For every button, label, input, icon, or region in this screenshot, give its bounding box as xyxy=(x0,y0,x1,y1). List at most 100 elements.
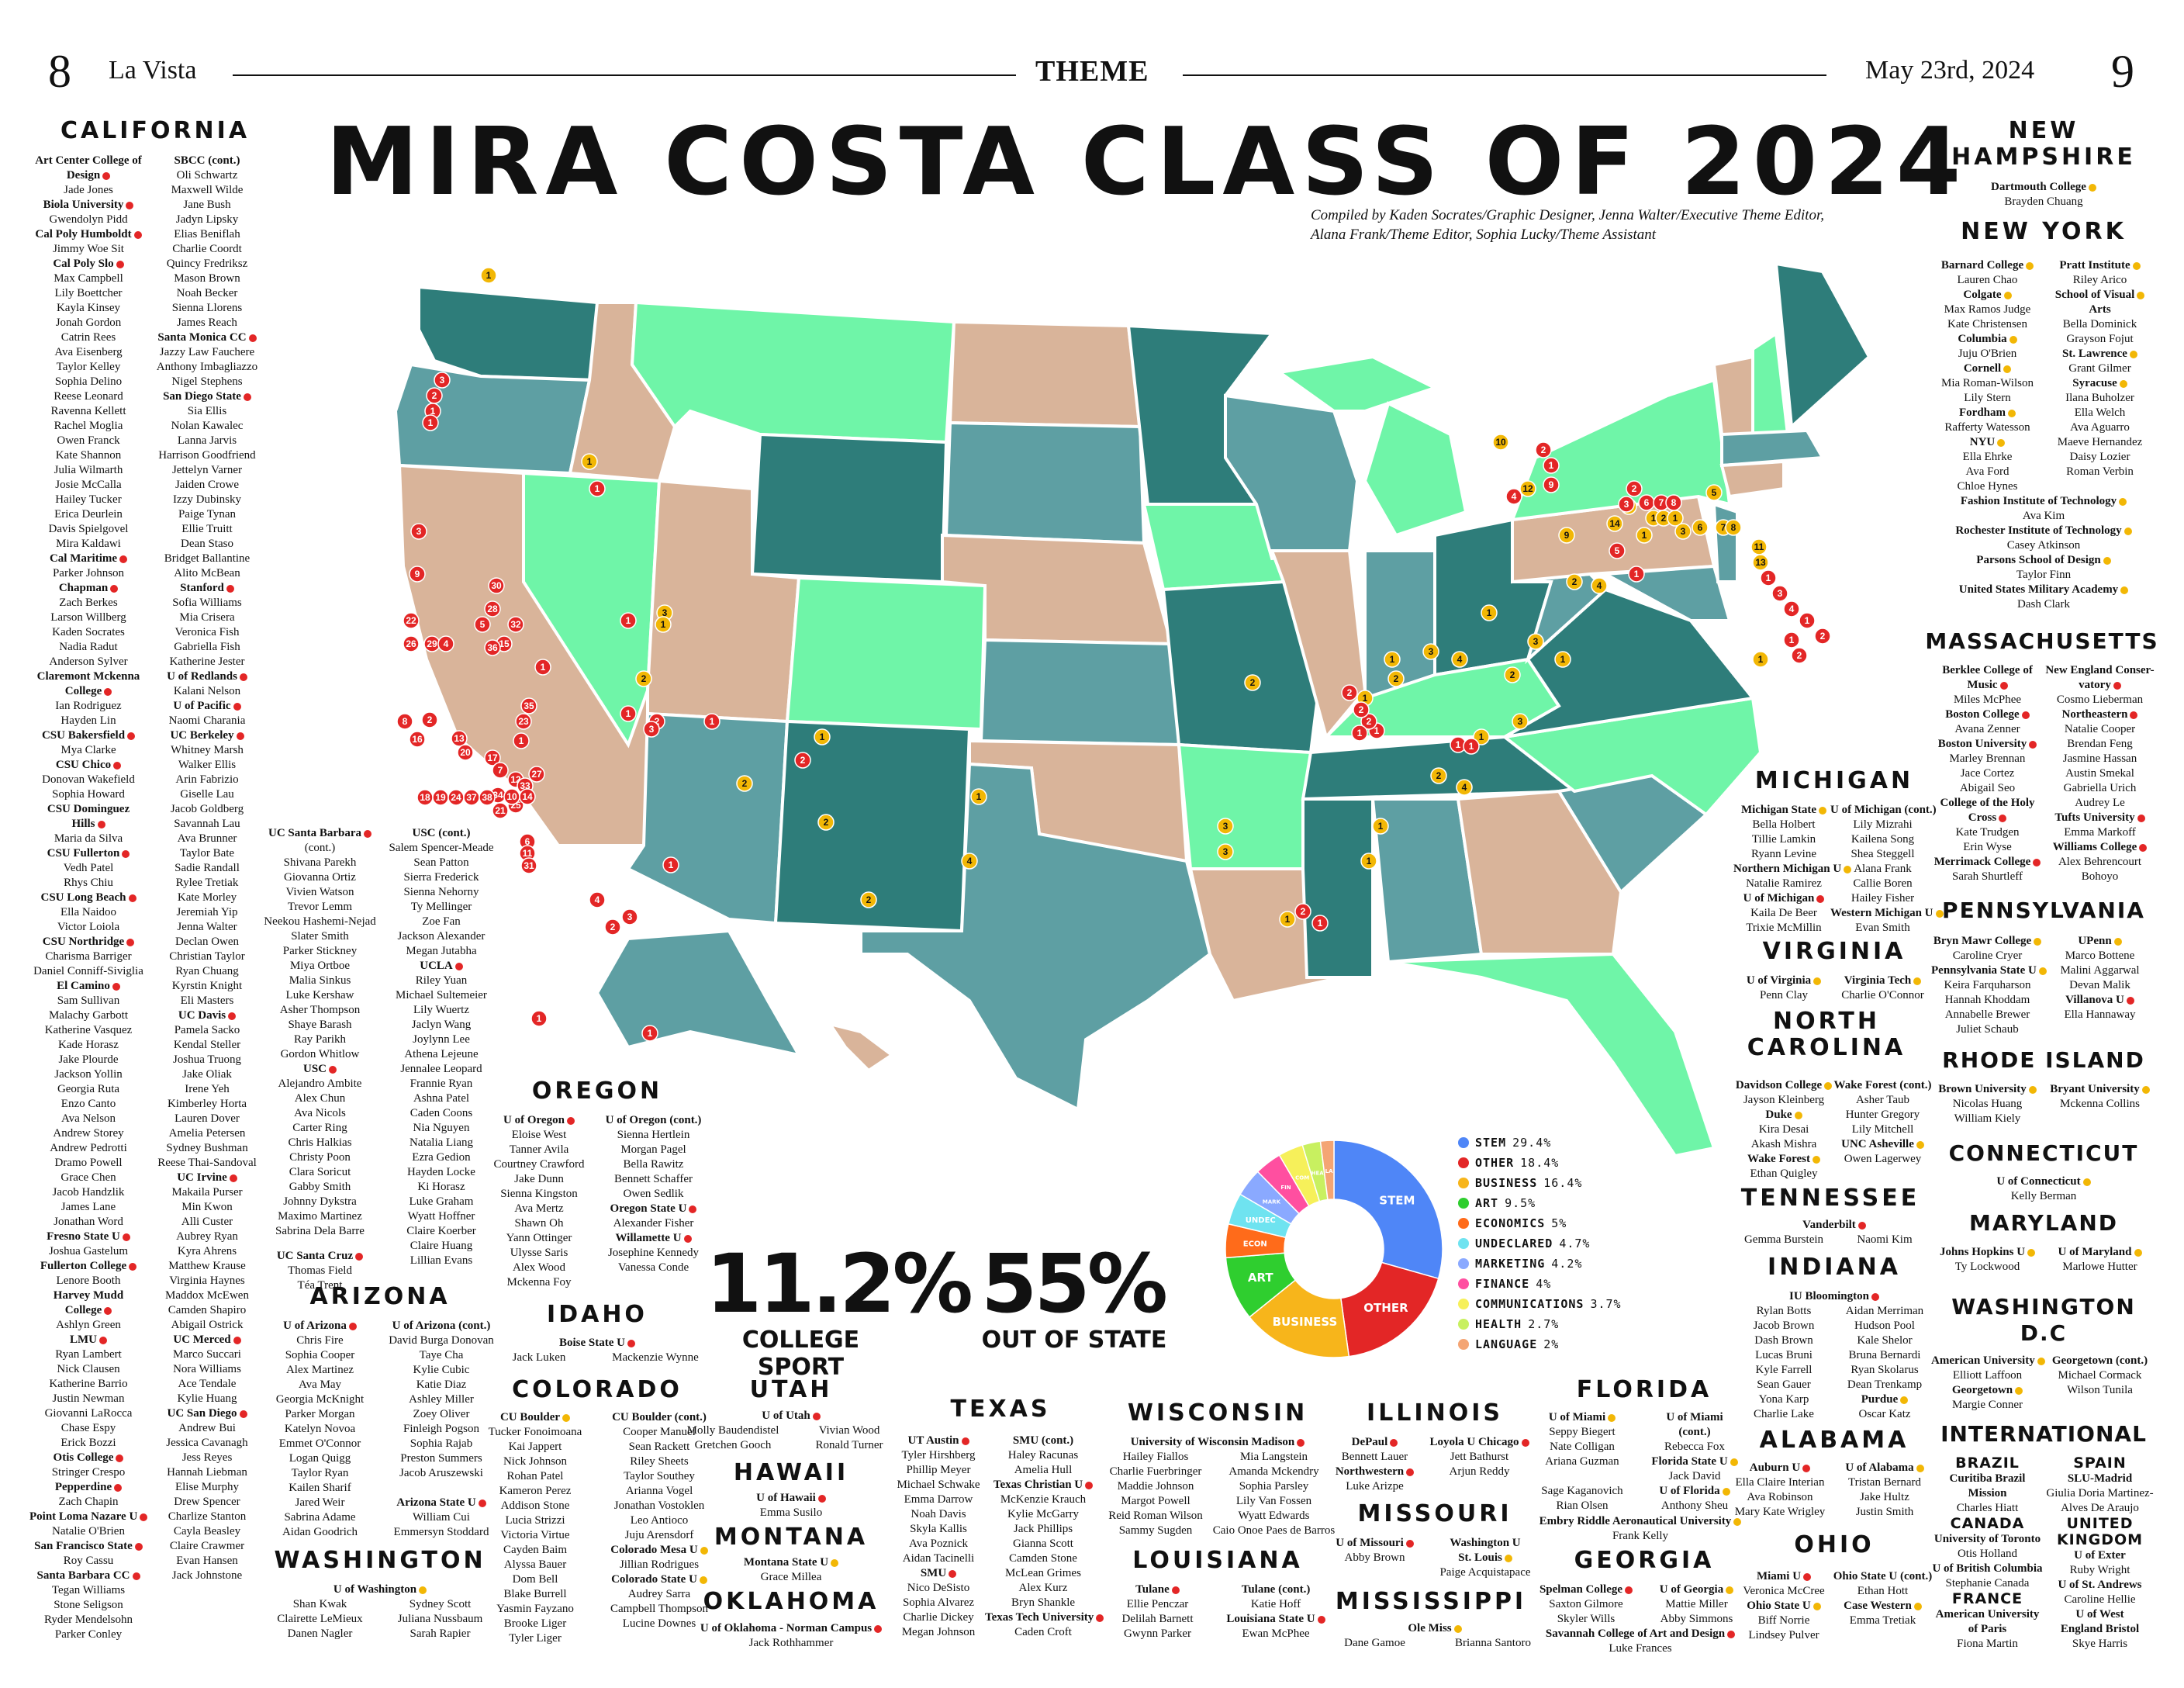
list-texas-col1: UT Austin Tyler Hirshberg Phillip Meyer Mic… xyxy=(884,1434,993,1640)
list-text: Savannah College of Art and Design xyxy=(1545,1627,1726,1640)
count-badge-icon xyxy=(140,1513,148,1521)
list-text: Natalie Ramirez xyxy=(1746,877,1822,890)
heading-louisiana: LOUISIANA xyxy=(1132,1547,1303,1574)
list-text: Sienna Llorens xyxy=(171,302,243,314)
school-name: U of Connecticut xyxy=(1931,1174,2156,1189)
student-name: Ellie Penczar xyxy=(1101,1597,1214,1612)
list-hawaii: U of Hawaii Emma Susilo xyxy=(675,1491,907,1520)
student-name: Tyler Liger xyxy=(473,1631,597,1646)
count-badge-icon xyxy=(1085,1481,1094,1489)
list-text: Caroline Cryer xyxy=(1952,950,2023,962)
list-florida-col1: U of Miami Seppy Biegert Nate Colligan Aria… xyxy=(1528,1410,1636,1513)
heading-maryland: MARYLAND xyxy=(1968,1210,2119,1236)
map-pin-count: 1 xyxy=(541,662,546,673)
legend-value: 4.2% xyxy=(1551,1257,1583,1271)
map-pin-marker xyxy=(1566,573,1583,590)
list-text: Zoe Fan xyxy=(422,915,461,928)
student-name: Tegan Williams xyxy=(29,1583,147,1598)
list-text: Caden Croft xyxy=(1014,1626,1072,1638)
school-name: Dartmouth College xyxy=(1931,180,2156,195)
school-name: U of Miami xyxy=(1636,1410,1753,1425)
student-name: Paige Tynan xyxy=(149,507,265,522)
list-text: Harrison Goodfriend xyxy=(158,449,256,462)
student-name: Davis Spielgovel xyxy=(29,522,147,537)
list-text: LMU xyxy=(70,1333,97,1346)
count-badge-icon xyxy=(1819,806,1827,815)
school-name: Willamette U xyxy=(593,1231,714,1246)
legend-category: LANGUAGE xyxy=(1475,1337,1538,1351)
list-louisiana-col1: Tulane Ellie Penczar Delilah Barnett Gwynn … xyxy=(1101,1582,1214,1641)
list-text: Brown University xyxy=(1938,1083,2027,1095)
list-michigan-col1: Michigan State Bella Holbert Tillie Lamkin… xyxy=(1733,803,1852,936)
header-rule-right xyxy=(1183,74,1826,76)
list-international-col1: BRAZIL Curitiba Brazil Mission Charles Hiat… xyxy=(1931,1455,2044,1652)
list-text: Emma Darrow xyxy=(904,1493,973,1506)
count-badge-icon xyxy=(2126,996,2134,1005)
map-pin-marker xyxy=(1783,631,1800,649)
list-text: Camden Stone xyxy=(1009,1552,1077,1565)
list-text: Fullerton College xyxy=(40,1260,127,1272)
map-pin-marker xyxy=(1217,818,1234,835)
list-text: Jack Rothhammer xyxy=(748,1637,834,1649)
student-name: Jared Weir xyxy=(260,1496,380,1510)
list-text: McLean Grimes xyxy=(1005,1567,1081,1579)
list-text: Arianna Vogel xyxy=(625,1485,693,1497)
student-name: Nia Nguyen xyxy=(380,1121,503,1136)
student-name: Bennett Schaffer xyxy=(593,1172,714,1187)
college-sport-label: COLLEGE SPORT xyxy=(741,1327,860,1381)
list-text: William Kiely xyxy=(1954,1112,2021,1125)
map-pin-count: 2 xyxy=(866,894,872,905)
map-pin-count: 2 xyxy=(1250,677,1256,688)
school-name: CSU Northridge xyxy=(29,935,147,950)
student-name: Reid Roman Wilson xyxy=(1097,1509,1214,1524)
list-text: Yona Karp xyxy=(1758,1393,1809,1406)
list-text: Alves De Araujo xyxy=(2061,1502,2139,1514)
student-name: Saxton Gilmore xyxy=(1532,1597,1640,1612)
count-badge-icon xyxy=(329,1065,337,1074)
student-name: Josie McCalla xyxy=(29,478,147,493)
list-text: U of Virginia xyxy=(1746,974,1812,987)
school-name: Colorado State U xyxy=(597,1572,721,1587)
list-text: Lucine Downes xyxy=(622,1617,696,1630)
count-badge-icon xyxy=(1297,1438,1305,1447)
count-badge-icon xyxy=(1871,1292,1879,1301)
state-texas xyxy=(859,762,1212,1112)
map-pin-marker xyxy=(1360,713,1377,730)
list-washington-col2: Sydney Scott Juliana Nussbaum Sarah Rapier xyxy=(380,1597,500,1641)
list-text: Victoria Virtue xyxy=(500,1529,570,1541)
count-badge-icon xyxy=(1096,1614,1104,1622)
list-text: Marley Brennan xyxy=(1949,752,2026,765)
list-text: U of British Columbia xyxy=(1932,1562,2043,1575)
list-text: NYU xyxy=(1969,436,1996,448)
list-text: Alex Martinez xyxy=(285,1364,354,1376)
country-heading: SPAIN xyxy=(2044,1455,2156,1472)
student-name: Ashlyn Green xyxy=(29,1318,147,1333)
state-vermont xyxy=(1712,355,1754,436)
map-pin-count: 36 xyxy=(487,642,498,653)
count-badge-icon xyxy=(2028,1085,2037,1094)
student-name: Nick Clausen xyxy=(29,1362,147,1377)
map-pin-marker xyxy=(961,853,978,870)
list-text: Pamela Sacko xyxy=(174,1024,240,1036)
chart-legend: STEM 29.4% OTHER 18.4% BUSINESS 16.4% ART 9.5% E… xyxy=(1458,1133,1622,1354)
student-name: Lily Mizrahi xyxy=(1830,818,1935,832)
list-text: Maddie Johnson xyxy=(1117,1480,1194,1493)
list-text: Purdue xyxy=(1861,1393,1899,1406)
school-name: U of Florida xyxy=(1636,1484,1753,1499)
map-pin-count: 3 xyxy=(1223,846,1228,857)
school-name: Brown University xyxy=(1931,1082,2044,1097)
school-name: CU Boulder xyxy=(473,1410,597,1425)
map-pin-marker xyxy=(1799,612,1816,629)
map-pin-marker xyxy=(1422,643,1439,660)
student-name: Alex Wood xyxy=(481,1261,597,1275)
list-text: Addison Stone xyxy=(500,1499,570,1512)
student-name: Savannah Lau xyxy=(149,817,265,832)
school-name: U of Miami xyxy=(1528,1410,1636,1425)
list-text: Wyatt Edwards xyxy=(1238,1510,1310,1522)
student-name: Rian Olsen xyxy=(1528,1499,1636,1513)
student-name: Daisy Lozier xyxy=(2044,450,2156,465)
list-text: Finleigh Pogson xyxy=(403,1423,479,1435)
list-montana: Montana State U Grace Millea xyxy=(675,1555,907,1585)
student-name: Luke Frances xyxy=(1524,1641,1757,1656)
student-name: Riley Sheets xyxy=(597,1455,721,1469)
